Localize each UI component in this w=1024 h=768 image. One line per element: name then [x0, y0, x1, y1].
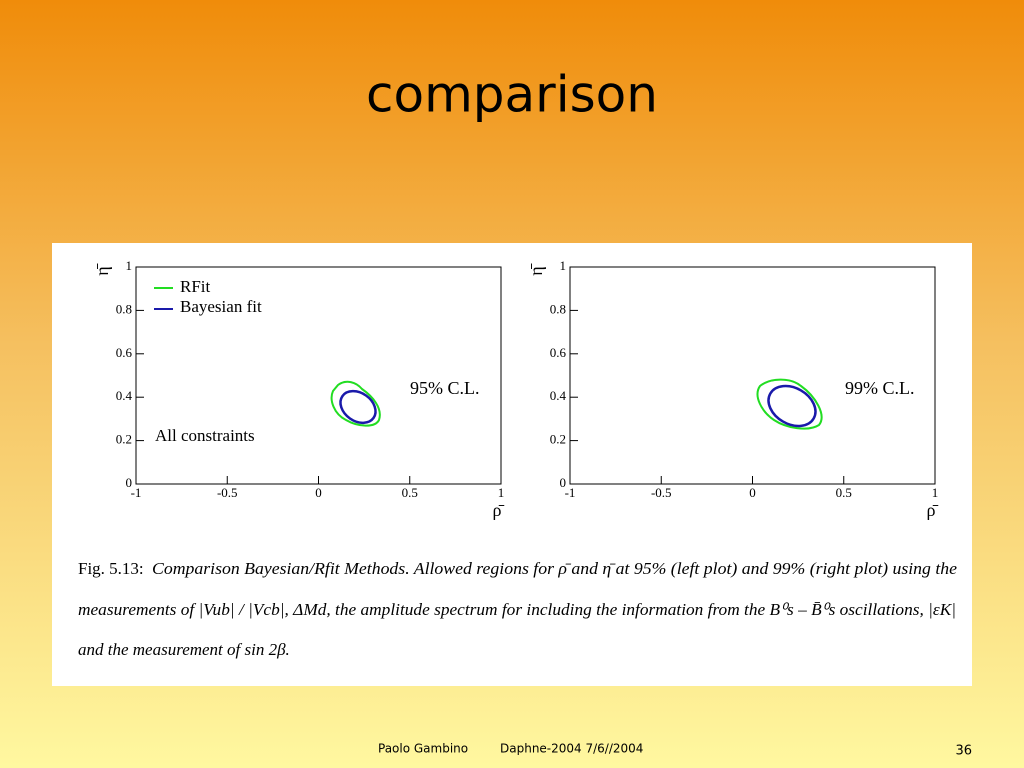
y-tick-label: 0.8: [550, 301, 566, 316]
y-tick-label: 0.2: [116, 432, 132, 447]
caption-line: Comparison Bayesian/Rfit Methods. Allowe…: [152, 559, 957, 578]
x-tick-label: 1: [932, 485, 939, 500]
y-tick-label: 0.8: [116, 301, 132, 316]
legend-entry: RFit: [180, 277, 211, 296]
x-tick-label: -0.5: [217, 485, 238, 500]
contour: [339, 389, 377, 425]
x-tick-label: 0: [315, 485, 322, 500]
annotation: 99% C.L.: [845, 378, 915, 398]
x-tick-label: 1: [498, 485, 505, 500]
y-tick-label: 0.4: [116, 388, 133, 403]
y-tick-label: 0.6: [116, 345, 133, 360]
x-tick-label: -1: [565, 485, 576, 500]
x-tick-label: 0.5: [836, 485, 852, 500]
figure-panel: [52, 243, 972, 686]
x-tick-label: -0.5: [651, 485, 672, 500]
footer-author: Paolo Gambino: [378, 742, 468, 756]
y-tick-label: 1: [560, 258, 567, 273]
y-tick-label: 0.6: [550, 345, 567, 360]
x-axis-label: ρ̄: [927, 500, 939, 520]
contour: [330, 380, 381, 427]
annotation: All constraints: [155, 426, 255, 445]
page-number: 36: [955, 744, 972, 759]
footer-event: Daphne-2004 7/6//2004: [500, 742, 643, 756]
y-tick-label: 0.4: [550, 388, 567, 403]
contour: [767, 384, 817, 428]
annotation: 95% C.L.: [410, 378, 480, 398]
caption-line: and the measurement of sin 2β.: [78, 640, 290, 659]
x-axis-label: ρ̄: [493, 500, 505, 520]
legend-entry: Bayesian fit: [180, 297, 262, 316]
y-axis-label: η̄: [526, 263, 546, 275]
y-tick-label: 1: [126, 258, 133, 273]
contour: [756, 378, 823, 430]
y-tick-label: 0.2: [550, 432, 566, 447]
caption-label: Fig. 5.13:: [78, 559, 144, 578]
y-axis-label: η̄: [92, 263, 112, 275]
x-tick-label: -1: [131, 485, 142, 500]
caption-line: measurements of |Vub| / |Vcb|, ΔMd, the …: [78, 600, 956, 619]
y-tick-label: 0: [126, 475, 133, 490]
x-tick-label: 0: [749, 485, 756, 500]
slide-title: comparison: [366, 66, 658, 124]
y-tick-label: 0: [560, 475, 567, 490]
x-tick-label: 0.5: [402, 485, 418, 500]
